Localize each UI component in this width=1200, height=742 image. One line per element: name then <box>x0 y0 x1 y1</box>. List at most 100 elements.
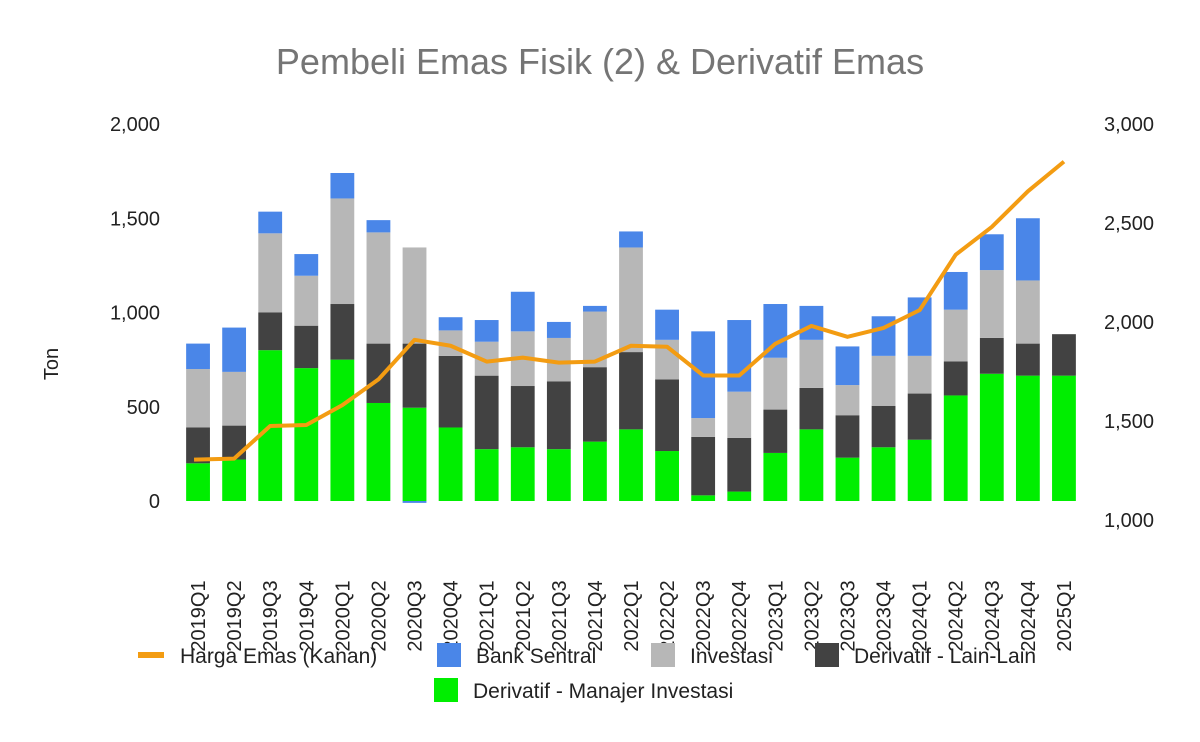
bar-segment <box>222 459 247 501</box>
x-tick-label: 2024Q3 <box>982 580 1004 651</box>
bar-segment <box>799 387 824 430</box>
bar-segment <box>727 320 752 392</box>
left-tick-label: 0 <box>149 491 160 513</box>
x-tick-label: 2024Q1 <box>910 580 932 651</box>
legend-label: Derivatif - Lain-Lain <box>854 645 1036 668</box>
bar-segment <box>799 339 824 388</box>
x-tick-label: 2025Q1 <box>1054 580 1076 651</box>
x-tick-label: 2021Q2 <box>513 580 535 651</box>
bar-segment <box>546 449 571 501</box>
bar-segment <box>619 231 643 248</box>
right-axis-ticks: 1,000 1,500 2,000 2,500 3,000 <box>1104 114 1154 532</box>
x-tick-label: 2019Q4 <box>296 580 318 651</box>
bar-segment <box>727 437 752 492</box>
right-tick-label: 3,000 <box>1104 114 1154 136</box>
bar-segment <box>330 198 355 305</box>
bar-segment <box>294 325 319 369</box>
bar-segment <box>619 429 643 501</box>
bar-segment <box>222 371 247 426</box>
bar-segment <box>979 337 1004 374</box>
bar-segment <box>186 463 210 501</box>
bar-segment <box>871 447 896 501</box>
bar-segment <box>366 343 391 403</box>
bar-segment <box>402 343 427 408</box>
bar-segment <box>655 379 679 452</box>
bar-segment <box>402 247 427 344</box>
bar-segment <box>979 373 1004 501</box>
bar-segment <box>438 355 463 428</box>
left-tick-label: 1,000 <box>110 303 160 325</box>
legend-label: Harga Emas (Kanan) <box>180 645 377 668</box>
right-tick-label: 1,500 <box>1104 411 1154 433</box>
bar-segment <box>1015 343 1040 376</box>
bar-segment <box>907 439 932 501</box>
bar-segment <box>402 501 427 503</box>
left-tick-label: 2,000 <box>110 114 160 136</box>
legend: Harga Emas (Kanan) Bank Sentral Investasi D… <box>138 643 1036 703</box>
bar-segment <box>583 311 607 368</box>
bar-segment <box>1052 334 1076 376</box>
bar-segment <box>438 317 463 331</box>
bar-segment <box>583 441 607 501</box>
legend-swatch <box>437 643 461 667</box>
x-tick-label: 2022Q3 <box>693 580 715 651</box>
bar-segment <box>1015 218 1040 281</box>
bar-segment <box>727 491 752 501</box>
bar-segment <box>366 402 391 501</box>
legend-label: Derivatif - Manajer Investasi <box>473 680 733 703</box>
bar-segment <box>294 368 319 501</box>
legend-label: Bank Sentral <box>476 645 596 668</box>
bar-segment <box>546 337 571 382</box>
bar-segment <box>871 355 896 406</box>
bar-segment <box>979 270 1004 338</box>
bar-segment <box>222 425 247 460</box>
x-tick-label: 2021Q3 <box>549 580 571 651</box>
bar-segment <box>330 173 355 199</box>
bar-segment <box>799 305 824 340</box>
legend-swatch <box>138 652 164 658</box>
bar-segment <box>979 234 1004 271</box>
x-tick-label: 2022Q1 <box>621 580 643 651</box>
bar-segment <box>474 375 499 450</box>
bar-segment <box>907 393 932 440</box>
bar-segment <box>294 254 319 276</box>
bar-segment <box>583 305 607 312</box>
bar-segment <box>186 369 210 428</box>
x-tick-label: 2023Q2 <box>801 580 823 651</box>
bar-segment <box>943 395 968 501</box>
right-tick-label: 2,500 <box>1104 213 1154 235</box>
bar-segment <box>186 427 210 464</box>
bar-segment <box>1052 375 1076 501</box>
bar-segment <box>943 271 968 310</box>
x-tick-label: 2024Q2 <box>946 580 968 651</box>
x-tick-label: 2023Q1 <box>765 580 787 651</box>
x-tick-label: 2020Q2 <box>368 580 390 651</box>
bar-segment <box>186 343 210 370</box>
y-axis-label: Ton <box>41 348 63 380</box>
bar-segment <box>943 361 968 396</box>
bar-segment <box>546 381 571 450</box>
x-tick-label: 2020Q4 <box>441 580 463 651</box>
bar-segment <box>258 233 283 313</box>
bar-segment <box>474 449 499 501</box>
bar-segment <box>691 436 716 496</box>
bar-segment <box>510 386 535 448</box>
bar-segment <box>402 407 427 501</box>
left-tick-label: 500 <box>127 397 160 419</box>
bar-segment <box>1015 375 1040 501</box>
x-tick-label: 2021Q1 <box>477 580 499 651</box>
bar-segment <box>366 220 391 233</box>
bar-segment <box>763 452 788 501</box>
chart-title: Pembeli Emas Fisik (2) & Derivatif Emas <box>276 41 924 82</box>
bar-segment <box>727 391 752 438</box>
bar-segment <box>474 341 499 376</box>
bar-segment <box>655 309 679 340</box>
x-tick-label: 2022Q2 <box>657 580 679 651</box>
left-tick-label: 1,500 <box>110 208 160 230</box>
x-tick-label: 2024Q4 <box>1018 580 1040 651</box>
bar-segment <box>330 304 355 360</box>
bar-segment <box>258 312 283 351</box>
bar-segment <box>835 346 860 386</box>
bar-segment <box>835 385 860 416</box>
legend-swatch <box>815 643 839 667</box>
